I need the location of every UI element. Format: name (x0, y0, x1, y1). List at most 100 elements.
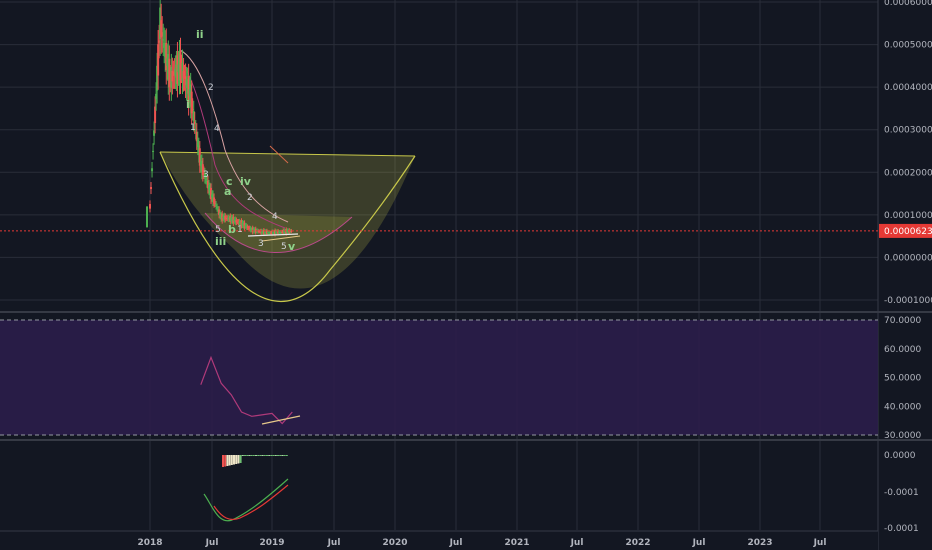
rsi-line (200, 355, 293, 425)
candle-down (281, 231, 284, 233)
wave-label: 5 (281, 242, 287, 252)
candle-up (284, 231, 287, 233)
candle-up (244, 225, 247, 227)
candle-up (156, 65, 159, 91)
macd-histogram-bar (268, 455, 271, 456)
macd-histogram-bar (266, 455, 268, 456)
candle-up (286, 230, 289, 233)
candle-up (222, 216, 225, 219)
wave-label: iii (215, 235, 226, 248)
candle-down (214, 202, 217, 204)
candle-up (151, 168, 154, 172)
candle-down (257, 231, 260, 233)
candle-down (210, 187, 212, 200)
candle-up (250, 229, 253, 231)
candle-up (185, 79, 188, 89)
candle-up (211, 194, 214, 198)
candle-down (225, 218, 228, 220)
candle-up (196, 139, 199, 147)
price-axis-tick-label: 0.0002000 (884, 168, 932, 178)
bowl-top-edge (159, 151, 416, 157)
candle-down (262, 229, 265, 235)
candle-up (204, 178, 207, 180)
moving-average-line (179, 49, 289, 223)
candle-down (213, 197, 216, 204)
wave-label: c (226, 175, 233, 188)
macd-histogram-bar (263, 455, 266, 456)
macd-line (203, 478, 289, 522)
candle-down (180, 68, 183, 70)
candle-down (198, 148, 201, 166)
candle-down (274, 230, 277, 235)
candle-down (237, 221, 240, 223)
macd-histogram-bar (257, 455, 260, 456)
candle-up (153, 130, 156, 136)
macd-axis-tick-label: 0.0000 (884, 451, 916, 461)
candle-down (179, 51, 182, 81)
bowl-fill (160, 152, 415, 289)
bowl-outline (159, 151, 416, 302)
time-axis-label: 2021 (504, 538, 529, 548)
candle-up (242, 223, 245, 227)
candle-up (181, 62, 184, 81)
time-axis-label: 2019 (259, 538, 284, 548)
macd-axis-tick-label: -0.0001 (884, 524, 919, 534)
candle-down (271, 231, 273, 234)
candle-down (221, 213, 224, 221)
candle-up (238, 221, 241, 224)
price-axis-tick-label: 0.0000000 (884, 253, 932, 263)
wave-label: 2 (247, 193, 253, 203)
macd-histogram-bar (270, 455, 273, 456)
candle-up (175, 64, 178, 78)
time-axis-label: 2018 (137, 538, 162, 548)
macd-histogram-bar (259, 455, 262, 456)
wave-label: a (224, 185, 231, 198)
candle-down (251, 227, 254, 233)
wave-label: 1 (237, 225, 243, 235)
candle-up (283, 230, 286, 234)
macd-histogram-bar (228, 455, 231, 466)
candle-up (199, 161, 202, 166)
candle-up (197, 145, 200, 155)
rsi-band (0, 320, 878, 435)
candle-up (280, 231, 283, 233)
candle-down (154, 106, 157, 124)
candle-up (189, 84, 192, 107)
candle-up (249, 227, 252, 231)
candle-down (235, 220, 238, 223)
price-axis-tick-label: 0.0001000 (884, 211, 932, 221)
candle-down (171, 70, 174, 82)
candle-down (240, 220, 243, 227)
candle-down (190, 91, 193, 114)
candle-down (168, 58, 171, 88)
candle-up (276, 231, 279, 234)
rsi-divergence-line (261, 415, 301, 425)
macd-histogram-bar (246, 455, 249, 456)
macd-histogram-bar (239, 455, 242, 463)
candle-down (269, 232, 272, 234)
candle-up (162, 39, 165, 41)
wave-label: 4 (272, 212, 278, 222)
macd-histogram-bar (279, 455, 282, 456)
candle-up (264, 231, 267, 234)
macd-histogram-bar (274, 455, 277, 456)
candle-up (164, 45, 167, 57)
candle-up (273, 232, 276, 234)
candle-up (230, 217, 233, 221)
candle-up (228, 218, 231, 220)
wave-label: 2 (208, 83, 214, 93)
candle-up (200, 160, 203, 173)
candle-up (289, 230, 292, 232)
candle-up (178, 53, 181, 81)
candle-up (272, 231, 275, 235)
candle-up (223, 215, 226, 220)
price-axis-tick-label: -0.0001000 (884, 296, 932, 306)
candle-down (184, 76, 187, 86)
price-axis-tick-label: 0.0005000 (884, 41, 932, 51)
candle-down (193, 121, 196, 125)
candle-up (217, 209, 220, 211)
candle-up (239, 222, 242, 224)
